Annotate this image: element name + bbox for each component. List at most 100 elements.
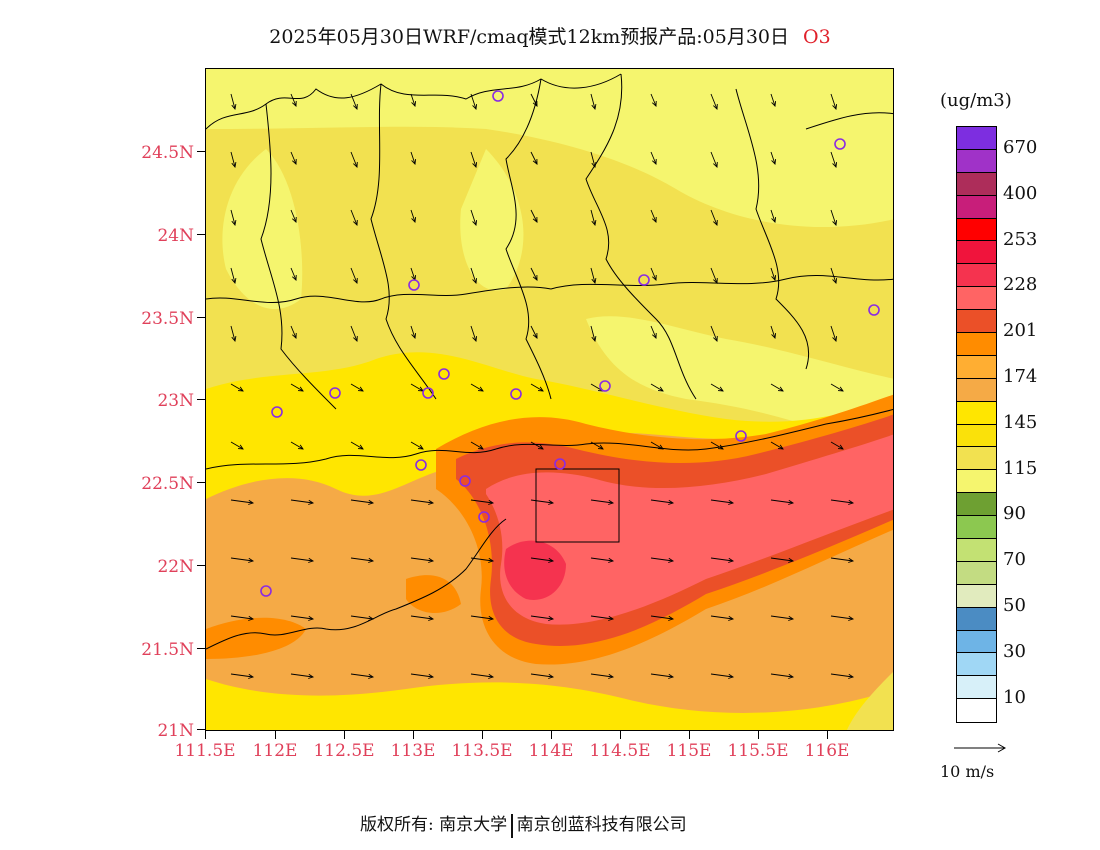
lat-tick — [197, 317, 205, 318]
wind-arrow-head — [353, 103, 358, 110]
wind-arrow-head — [248, 615, 255, 621]
wind-arrow — [290, 673, 314, 678]
wind-arrow — [470, 557, 494, 562]
wind-arrow-head — [713, 161, 718, 168]
wind-arrow-head — [353, 161, 358, 168]
wind-arrow-head — [353, 219, 358, 226]
colorbar-cell — [957, 127, 996, 150]
colorbar-label: 228 — [1003, 274, 1038, 296]
wind-arrow — [590, 615, 614, 620]
lat-label-23-5: 23.5N — [141, 309, 194, 329]
wind-arrow-head — [428, 499, 435, 505]
wind-arrow — [590, 673, 614, 678]
copyright-right: 南京创蓝科技有限公司 — [516, 815, 687, 835]
wind-arrow-head — [472, 219, 478, 226]
wind-arrow — [470, 383, 484, 392]
wind-arrow — [710, 673, 734, 678]
wind-arrow-head — [608, 557, 615, 563]
wind-arrow-head — [837, 444, 844, 450]
wind-arrow — [230, 441, 244, 450]
wind-arrow — [470, 209, 477, 226]
wind-arrow-head — [291, 216, 297, 223]
colorbar-label: 670 — [1003, 136, 1038, 158]
colorbar-label: 174 — [1003, 365, 1038, 387]
lat-tick — [197, 565, 205, 566]
wind-arrow-head — [488, 557, 495, 563]
colorbar-cell — [957, 516, 996, 540]
station-marker — [260, 585, 272, 597]
wind-arrow-head — [231, 278, 237, 285]
wind-arrow — [590, 93, 596, 110]
wind-arrow-head — [532, 274, 538, 281]
lon-label-113: 113E — [390, 741, 436, 761]
footer-separator — [511, 813, 513, 838]
wind-arrow — [770, 499, 794, 504]
wind-arrow-head — [608, 615, 615, 621]
wind-arrow — [770, 441, 784, 450]
wind-arrow-head — [472, 161, 478, 168]
wind-arrow-head — [532, 100, 538, 107]
wind-arrow-head — [472, 103, 478, 110]
wind-arrow-head — [291, 332, 297, 339]
wind-arrow — [350, 673, 374, 678]
wind-arrow — [590, 499, 614, 504]
wind-arrow-head — [651, 274, 657, 281]
wind-arrow-head — [428, 615, 435, 621]
wind-arrow — [830, 151, 837, 168]
wind-arrow — [590, 557, 614, 562]
wind-arrow-head — [488, 673, 495, 679]
wind-arrow-head — [537, 386, 544, 392]
wind-arrow — [770, 267, 776, 281]
wind-arrow — [410, 325, 416, 339]
colorbar-label: 30 — [1003, 640, 1026, 662]
colorbar-label: 253 — [1003, 228, 1038, 250]
colorbar-cell — [957, 401, 996, 425]
station-marker — [478, 511, 490, 523]
wind-arrow-head — [231, 336, 237, 343]
wind-arrow-head — [832, 103, 838, 110]
colorbar-cell — [957, 355, 996, 379]
wind-arrow — [290, 441, 304, 450]
lon-label-114-5: 114.5E — [589, 741, 651, 761]
colorbar-cell — [957, 653, 996, 677]
wind-arrow — [470, 441, 484, 450]
wind-arrow-head — [548, 615, 555, 621]
wind-arrow — [590, 151, 596, 168]
wind-arrow — [650, 499, 674, 504]
lon-tick — [758, 731, 759, 739]
colorbar-cell — [957, 676, 996, 700]
wind-arrow-head — [488, 615, 495, 621]
lat-tick — [197, 399, 205, 400]
wind-arrow — [650, 673, 674, 678]
wind-arrow — [470, 499, 494, 504]
wind-arrow — [710, 325, 718, 342]
colorbar-label: 145 — [1003, 411, 1038, 433]
wind-arrow — [290, 93, 297, 107]
lon-tick — [827, 731, 828, 739]
wind-arrow-head — [291, 274, 297, 281]
wind-arrow — [350, 499, 374, 504]
lon-label-112: 112E — [252, 741, 298, 761]
wind-arrow — [830, 383, 844, 392]
wind-arrow — [770, 383, 784, 392]
wind-arrow-head — [368, 673, 375, 679]
title-main: 2025年05月30日WRF/cmaq模式12km预报产品:05月30日 — [269, 26, 790, 48]
wind-arrow — [350, 209, 358, 226]
wind-arrow — [830, 93, 837, 110]
wind-arrow — [410, 673, 434, 678]
wind-arrow-head — [657, 444, 664, 450]
wind-arrow-head — [591, 278, 597, 285]
wind-arrow — [230, 673, 254, 678]
station-marker — [638, 274, 650, 286]
colorbar-cell — [957, 607, 996, 631]
wind-arrow — [650, 615, 674, 620]
colorbar-cell — [957, 493, 996, 517]
wind-arrow — [470, 325, 477, 342]
wind-arrow-head — [291, 100, 297, 107]
wind-arrow-head — [411, 332, 417, 339]
wind-arrow-head — [357, 386, 364, 392]
colorbar-cell — [957, 172, 996, 196]
wind-arrow — [590, 267, 596, 284]
lon-label-116: 116E — [804, 741, 850, 761]
colorbar-label: 201 — [1003, 320, 1038, 342]
